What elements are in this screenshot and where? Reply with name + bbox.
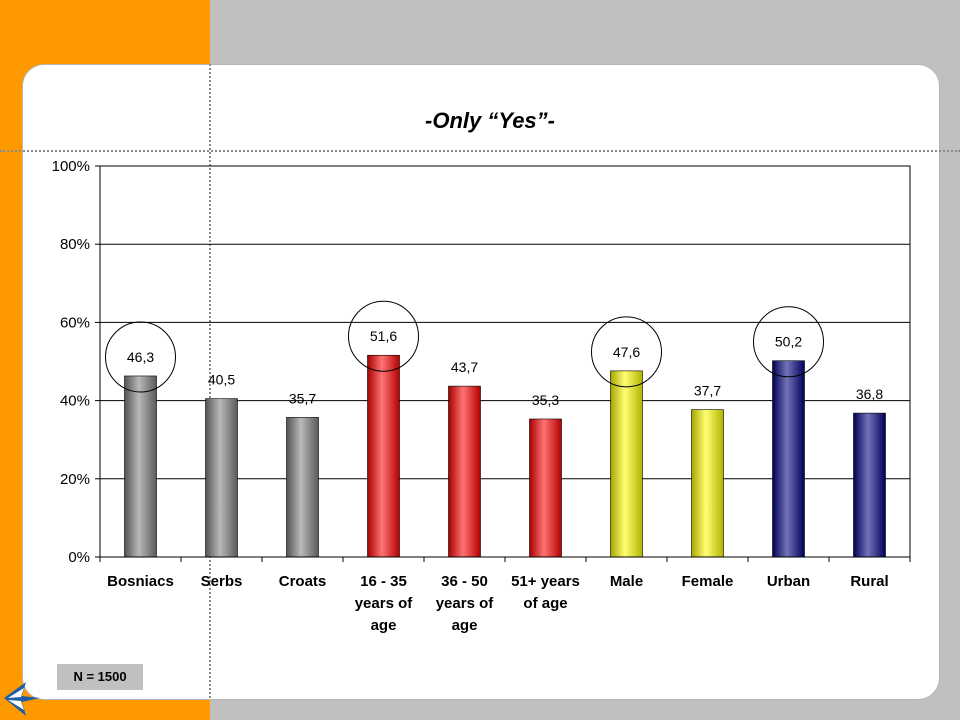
bar [448,385,481,558]
y-tick-label: 100% [52,158,90,175]
bar [853,412,886,558]
highlight-circle [591,316,662,388]
bar [286,417,319,558]
data-label: 43,7 [451,359,478,375]
axes: 0% 20% 40% 60% 80% 100% Bosniacs Serbs Croats 16 … [52,158,911,634]
x-category-label: Female [682,573,734,590]
x-category-label: Croats [279,573,327,590]
data-labels: 46,3 40,5 35,7 51,6 43,7 35,3 47,6 37,7 50,2 36,8 [127,328,883,408]
data-label: 36,8 [856,386,883,402]
y-tick-label: 60% [60,314,90,331]
x-category-label: 16 - 35 years of age [355,573,414,634]
y-tick-label: 40% [60,393,90,410]
highlight-circles [105,300,824,393]
bar [691,409,724,558]
highlight-circle [348,300,419,372]
x-category-label: Urban [767,573,810,590]
y-tick-label: 80% [60,236,90,253]
data-label: 51,6 [370,328,397,344]
data-label: 47,6 [613,344,640,360]
bar [772,360,805,558]
x-category-label: 51+ years of age [511,573,580,612]
bars [124,354,886,558]
x-category-label: 36 - 50 years of age [436,573,495,634]
data-label: 35,7 [289,390,316,406]
data-label: 37,7 [694,383,721,399]
bar [367,354,400,558]
vertical-dotted-rule [209,64,211,698]
data-label: 50,2 [775,334,802,350]
highlight-circle [105,321,176,393]
bar [205,398,238,558]
x-category-label: Serbs [201,573,243,590]
x-category-label: Bosniacs [107,573,174,590]
x-category-label: Rural [850,573,888,590]
y-tick-label: 20% [60,471,90,488]
company-logo-icon [4,682,40,716]
y-tick-label: 0% [68,549,90,566]
highlight-circle [753,306,824,378]
chart-title: -Only “Yes”- [425,108,555,133]
sample-size-badge: N = 1500 [57,664,143,690]
bar [124,375,157,558]
bar [610,370,643,558]
data-label: 35,3 [532,392,559,408]
horizontal-dotted-rule [0,150,960,152]
x-category-label: Male [610,573,643,590]
data-label: 40,5 [208,372,235,388]
bar [529,418,562,558]
data-label: 46,3 [127,349,154,365]
